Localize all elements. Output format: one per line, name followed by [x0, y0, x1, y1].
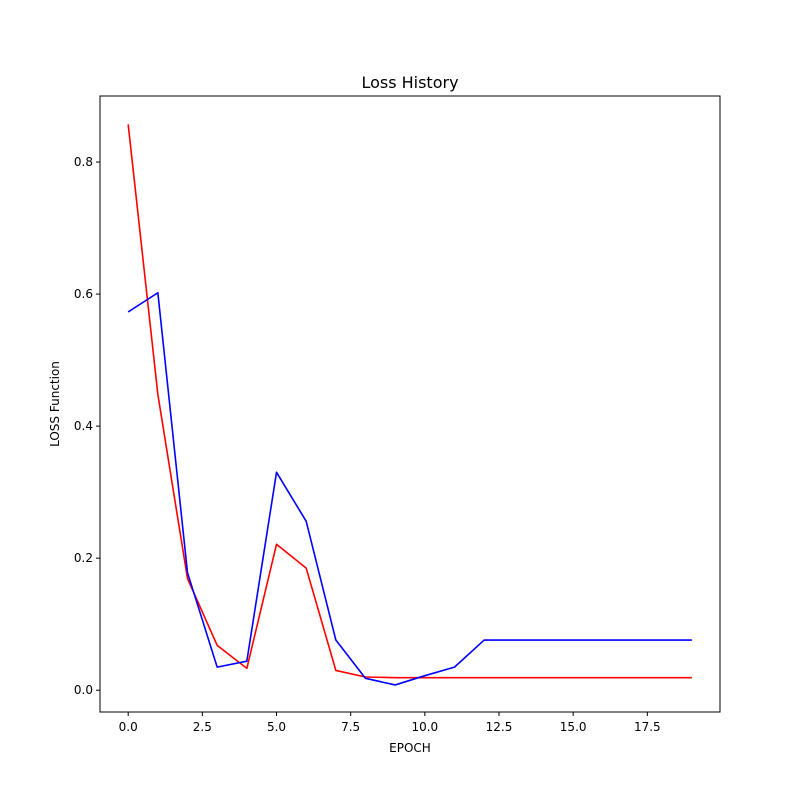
x-tick-label: 2.5: [193, 720, 212, 734]
chart-title: Loss History: [361, 73, 458, 92]
y-axis-label: LOSS Function: [48, 361, 62, 447]
x-tick-label: 0.0: [119, 720, 138, 734]
x-tick-label: 15.0: [560, 720, 587, 734]
series-layer: [127, 124, 692, 686]
y-tick-label: 0.6: [74, 287, 93, 301]
x-tick-label: 10.0: [411, 720, 438, 734]
y-tick-label: 0.0: [74, 683, 93, 697]
y-tick-label: 0.2: [74, 551, 93, 565]
x-tick-label: 12.5: [486, 720, 513, 734]
x-axis-label: EPOCH: [389, 741, 431, 755]
plot-frame: [99, 95, 721, 713]
y-tick-label: 0.4: [74, 419, 93, 433]
y-axis-ticks: 0.0 0.2 0.4 0.6 0.8: [74, 155, 100, 697]
x-tick-label: 5.0: [267, 720, 286, 734]
series-line-2: [127, 291, 692, 686]
x-tick-label: 7.5: [341, 720, 360, 734]
series-line-1: [127, 124, 692, 679]
x-tick-label: 17.5: [634, 720, 661, 734]
y-tick-label: 0.8: [74, 155, 93, 169]
x-axis-ticks: 0.0 2.5 5.0 7.5 10.0 12.5 15.0 17.5: [119, 712, 661, 734]
